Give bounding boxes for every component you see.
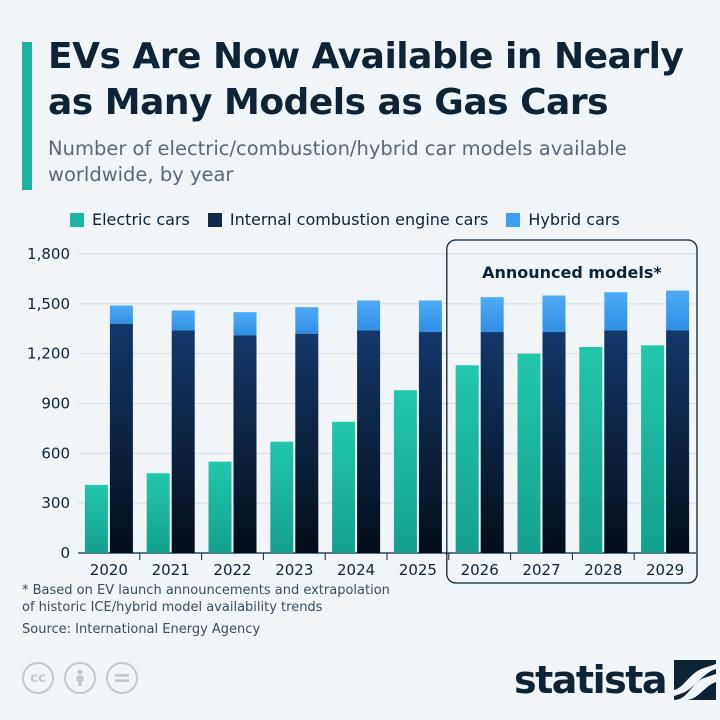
footnote: * Based on EV launch announcements and e… [22,583,390,615]
x-axis: 2020 2021 2022 2023 2024 2025 2026 2027 2028 2029 [90,553,684,579]
x-tick-label: 2023 [275,561,313,579]
bars [84,290,690,553]
bar-ice-2026 [480,332,504,553]
chart-title: EVs Are Now Available in Nearly as Many … [48,36,684,123]
legend-label-ice: Internal combustion engine cars [229,210,489,229]
legend-label-electric: Electric cars [92,210,190,229]
bar-electric-2024 [332,421,356,553]
no-derivatives-icon[interactable] [106,662,138,694]
x-tick-label: 2026 [461,561,499,579]
bar-hybrid-2023 [295,307,319,334]
bar-electric-2021 [146,473,170,553]
legend-item-electric: Electric cars [70,210,190,229]
bar-hybrid-2022 [233,312,257,336]
bar-hybrid-2020 [109,305,133,324]
x-tick-label: 2029 [646,561,684,579]
bar-ice-2025 [418,332,442,553]
x-tick-label: 2022 [213,561,251,579]
announced-models-label: Announced models* [482,263,662,282]
bar-ice-2021 [171,330,195,553]
bar-ice-2022 [233,335,257,553]
bar-ice-2028 [604,330,628,553]
attribution-icon[interactable] [64,662,96,694]
bar-hybrid-2021 [171,310,195,331]
y-tick-label: 600 [41,444,70,462]
x-tick-label: 2024 [337,561,375,579]
bar-electric-2029 [641,345,665,553]
x-tick-label: 2028 [584,561,622,579]
bar-electric-2026 [455,365,479,553]
bar-electric-2027 [517,353,541,553]
y-tick-label: 0 [60,544,70,562]
license-icons: cc [22,662,138,694]
y-tick-label: 900 [41,395,70,413]
bar-electric-2028 [579,347,603,553]
x-tick-label: 2027 [522,561,560,579]
bar-ice-2029 [666,330,690,553]
legend-item-ice: Internal combustion engine cars [207,210,489,229]
legend-label-hybrid: Hybrid cars [528,210,620,229]
statista-mark-icon [674,660,717,700]
bar-ice-2027 [542,332,566,553]
bar-ice-2023 [295,333,319,553]
x-tick-label: 2025 [399,561,437,579]
creative-commons-icon[interactable]: cc [22,662,54,694]
bar-electric-2025 [393,390,417,553]
announced-models-annotation: Announced models* [446,239,698,584]
announced-models-box [446,239,698,584]
statista-logo[interactable]: statista [514,658,717,702]
bar-electric-2023 [270,441,294,553]
bar-hybrid-2024 [357,300,381,331]
legend-swatch-hybrid [506,212,521,227]
y-tick-label: 1,800 [27,245,70,263]
y-tick-label: 300 [41,494,70,512]
bar-ice-2024 [357,330,381,553]
y-tick-label: 1,500 [27,295,70,313]
source-note: Source: International Energy Agency [22,622,261,637]
bar-electric-2022 [208,461,232,553]
legend: Electric cars Internal combustion engine… [70,210,620,229]
bar-hybrid-2025 [418,300,442,333]
legend-swatch-electric [70,212,84,227]
bar-hybrid-2027 [542,295,566,333]
chart-subtitle: Number of electric/combustion/hybrid car… [48,137,627,186]
bar-hybrid-2029 [666,290,690,331]
legend-item-hybrid: Hybrid cars [506,210,620,229]
x-tick-label: 2021 [152,561,190,579]
bar-ice-2020 [109,323,133,553]
bar-hybrid-2028 [604,292,628,331]
brand-name: statista [514,658,668,702]
y-tick-label: 1,200 [27,345,70,363]
bar-hybrid-2026 [480,297,504,333]
legend-swatch-ice [207,212,222,227]
title-accent-bar [22,42,32,190]
x-tick-label: 2020 [90,561,128,579]
bar-electric-2020 [84,484,108,553]
gridlines [78,253,696,554]
